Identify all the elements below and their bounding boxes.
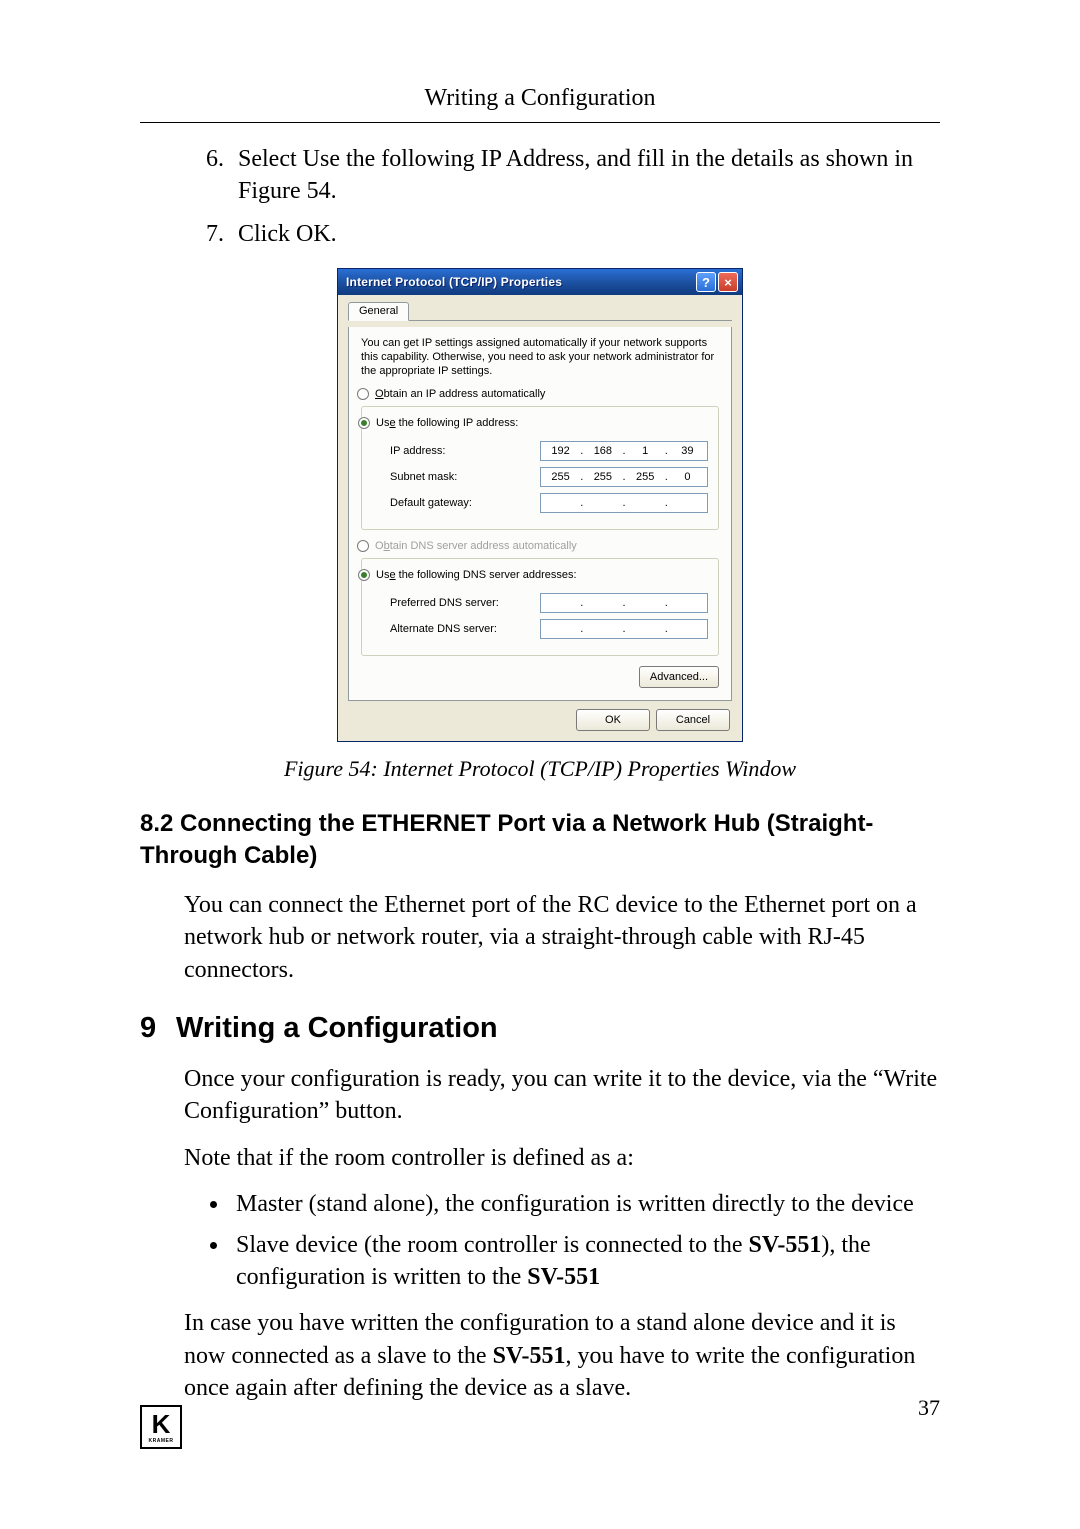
ip-octet-2[interactable] <box>583 597 622 609</box>
ip-octet-4[interactable] <box>668 597 707 609</box>
field-label: IP address: <box>390 445 540 457</box>
brand-logo: K KRAMER <box>140 1405 182 1449</box>
figure-caption: Figure 54: Internet Protocol (TCP/IP) Pr… <box>140 756 940 782</box>
para-8-2: You can connect the Ethernet port of the… <box>184 889 940 986</box>
alternate-dns-input[interactable]: . . . <box>540 619 708 639</box>
field-default-gateway: Default gateway: . . . <box>390 493 708 513</box>
field-preferred-dns: Preferred DNS server: . . . <box>390 593 708 613</box>
logo-brand: KRAMER <box>149 1439 174 1444</box>
bullets-9: Master (stand alone), the configuration … <box>230 1188 940 1293</box>
radio-icon <box>358 417 370 429</box>
field-alternate-dns: Alternate DNS server: . . . <box>390 619 708 639</box>
ip-octet-2[interactable] <box>583 471 622 483</box>
running-header: Writing a Configuration <box>140 85 940 116</box>
field-subnet-mask: Subnet mask: . . . <box>390 467 708 487</box>
ip-octet-3[interactable] <box>626 623 665 635</box>
heading-8-2: 8.2 Connecting the ETHERNET Port via a N… <box>140 808 940 870</box>
para-9-2: Note that if the room controller is defi… <box>184 1142 940 1174</box>
advanced-button[interactable]: Advanced... <box>639 666 719 688</box>
ip-octet-1[interactable] <box>541 597 580 609</box>
ip-octet-2[interactable] <box>583 623 622 635</box>
ip-octet-3[interactable] <box>626 445 665 457</box>
radio-obtain-dns-auto: Obtain DNS server address automatically <box>357 540 719 552</box>
ip-octet-1[interactable] <box>541 497 580 509</box>
radio-icon <box>357 388 369 400</box>
dialog-description: You can get IP settings assigned automat… <box>361 337 719 378</box>
dialog-title: Internet Protocol (TCP/IP) Properties <box>346 275 694 289</box>
header-rule <box>140 122 940 123</box>
ip-octet-4[interactable] <box>668 471 707 483</box>
ip-octet-4[interactable] <box>668 445 707 457</box>
field-label: Subnet mask: <box>390 471 540 483</box>
subnet-mask-input[interactable]: . . . <box>540 467 708 487</box>
ip-octet-3[interactable] <box>626 471 665 483</box>
default-gateway-input[interactable]: . . . <box>540 493 708 513</box>
tab-general[interactable]: General <box>348 302 409 321</box>
bullet-slave: Slave device (the room controller is con… <box>230 1229 940 1294</box>
radio-label: Use the following DNS server addresses: <box>376 569 577 581</box>
step-7: Click OK. <box>230 218 940 250</box>
radio-icon <box>358 569 370 581</box>
radio-use-following-ip[interactable]: Use the following IP address: <box>358 417 524 429</box>
ip-address-input[interactable]: . . . <box>540 441 708 461</box>
field-label: Alternate DNS server: <box>390 623 540 635</box>
ip-octet-2[interactable] <box>583 445 622 457</box>
step-6: Select Use the following IP Address, and… <box>230 143 940 208</box>
close-icon[interactable]: × <box>718 272 738 292</box>
heading-number: 8.2 <box>140 810 173 837</box>
radio-obtain-ip-auto[interactable]: Obtain an IP address automatically <box>357 388 719 400</box>
ok-button[interactable]: OK <box>576 709 650 731</box>
tab-panel-general: You can get IP settings assigned automat… <box>348 327 732 701</box>
heading-text: Connecting the ETHERNET Port via a Netwo… <box>140 810 873 868</box>
cancel-button[interactable]: Cancel <box>656 709 730 731</box>
dialog-titlebar[interactable]: Internet Protocol (TCP/IP) Properties ? … <box>338 269 742 295</box>
ip-octet-4[interactable] <box>668 623 707 635</box>
radio-label: Obtain DNS server address automatically <box>375 540 577 552</box>
heading-9: 9Writing a Configuration <box>140 1012 940 1045</box>
tab-strip: General <box>348 301 732 321</box>
dialog-button-row: OK Cancel <box>348 709 732 731</box>
dns-group: Use the following DNS server addresses: … <box>361 558 719 656</box>
ip-octet-3[interactable] <box>626 497 665 509</box>
ip-octet-3[interactable] <box>626 597 665 609</box>
ip-group: Use the following IP address: IP address… <box>361 406 719 530</box>
logo-letter: K <box>152 1411 171 1437</box>
field-ip-address: IP address: . . . <box>390 441 708 461</box>
page-number: 37 <box>918 1395 940 1421</box>
field-label: Preferred DNS server: <box>390 597 540 609</box>
ip-octet-2[interactable] <box>583 497 622 509</box>
radio-label: Use the following IP address: <box>376 417 518 429</box>
ip-octet-1[interactable] <box>541 445 580 457</box>
radio-icon <box>357 540 369 552</box>
ip-octet-1[interactable] <box>541 623 580 635</box>
ip-octet-1[interactable] <box>541 471 580 483</box>
advanced-row: Advanced... <box>361 666 719 688</box>
radio-use-following-dns[interactable]: Use the following DNS server addresses: <box>358 569 583 581</box>
ip-octet-4[interactable] <box>668 497 707 509</box>
radio-label: Obtain an IP address automatically <box>375 388 545 400</box>
figure-54: Internet Protocol (TCP/IP) Properties ? … <box>140 268 940 742</box>
para-9-3: In case you have written the configurati… <box>184 1307 940 1404</box>
bullet-master: Master (stand alone), the configuration … <box>230 1188 940 1220</box>
preferred-dns-input[interactable]: . . . <box>540 593 708 613</box>
tcpip-properties-dialog: Internet Protocol (TCP/IP) Properties ? … <box>337 268 743 742</box>
heading-number: 9 <box>140 1012 176 1045</box>
field-label: Default gateway: <box>390 497 540 509</box>
para-9-1: Once your configuration is ready, you ca… <box>184 1063 940 1128</box>
help-icon[interactable]: ? <box>696 272 716 292</box>
heading-text: Writing a Configuration <box>176 1012 498 1044</box>
instruction-steps: Select Use the following IP Address, and… <box>230 143 940 250</box>
